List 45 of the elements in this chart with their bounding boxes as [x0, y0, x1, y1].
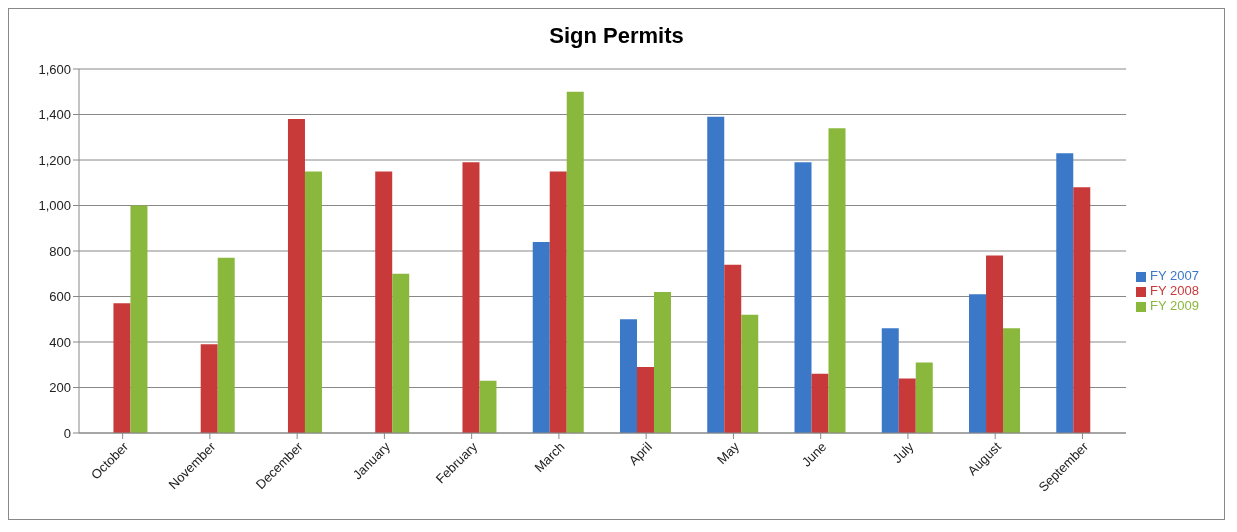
legend-label: FY 2008 [1150, 283, 1199, 298]
bar [653, 291, 671, 433]
bar [986, 255, 1004, 433]
bar [707, 116, 725, 433]
legend-label: FY 2009 [1150, 298, 1199, 313]
bar [217, 257, 235, 433]
y-tick-label: 1,400 [38, 107, 71, 123]
bar [915, 362, 933, 433]
x-tick-label: July [889, 438, 917, 466]
bar [1056, 153, 1074, 433]
bar [969, 294, 987, 433]
bar [200, 344, 218, 433]
bar [532, 241, 550, 433]
chart-title: Sign Permits [548, 22, 685, 50]
y-tick-label: 600 [49, 289, 71, 305]
bar [1003, 328, 1021, 433]
bar [881, 328, 899, 433]
bar [741, 314, 759, 433]
y-tick-label: 1,200 [38, 152, 71, 168]
bar [462, 162, 480, 433]
y-tick-label: 400 [49, 334, 71, 350]
legend-label: FY 2007 [1150, 268, 1199, 283]
bar [724, 264, 742, 433]
bar [828, 128, 846, 433]
bar [636, 367, 654, 433]
bar [479, 380, 497, 433]
y-tick-label: 0 [63, 425, 71, 441]
bar [113, 303, 131, 433]
x-tick-label: May [714, 438, 743, 468]
y-tick-label: 1,000 [38, 198, 71, 214]
bar [549, 171, 567, 433]
bar [130, 205, 148, 433]
bar [287, 119, 305, 433]
bar [566, 91, 584, 433]
bar [304, 171, 322, 433]
bar [811, 373, 829, 433]
y-tick-label: 200 [49, 380, 71, 396]
y-tick-label: 800 [49, 243, 71, 259]
bar [1073, 187, 1091, 433]
bar [392, 273, 410, 433]
bar [898, 378, 916, 433]
y-tick-label: 1,600 [38, 61, 71, 77]
bar [375, 171, 393, 433]
bar [794, 162, 812, 433]
bar [619, 319, 637, 433]
